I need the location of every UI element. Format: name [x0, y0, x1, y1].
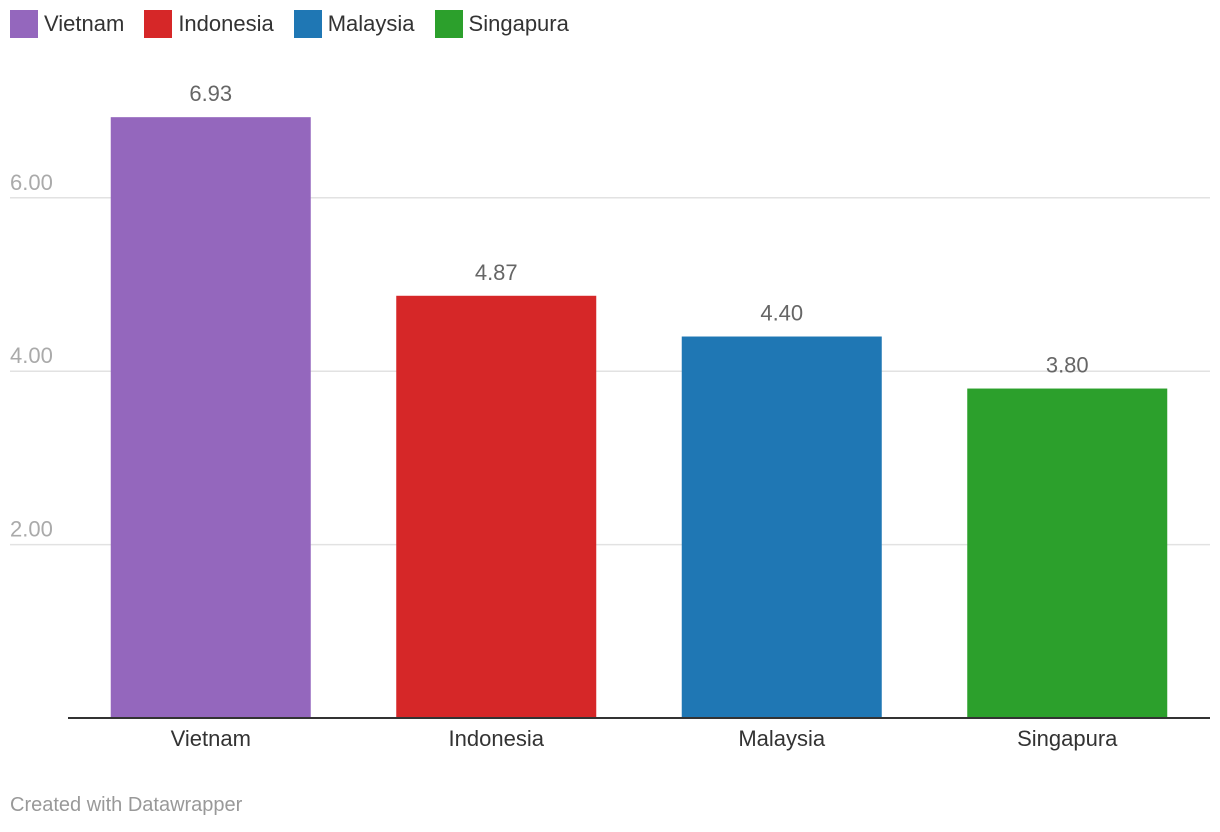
legend-swatch-singapura: [434, 10, 463, 38]
bar-vietnam: [110, 117, 311, 718]
legend-item-singapura: Singapura: [434, 10, 569, 38]
legend-item-indonesia: Indonesia: [144, 10, 274, 38]
legend-item-vietnam: Vietnam: [10, 10, 124, 38]
bar-indonesia: [396, 295, 597, 718]
y-tick-label-2-00: 2.00: [10, 517, 53, 542]
value-label-vietnam: 6.93: [189, 81, 232, 106]
legend-label-malaysia: Malaysia: [327, 11, 415, 36]
bar-singapura: [967, 388, 1168, 718]
value-label-indonesia: 4.87: [475, 260, 518, 285]
y-tick-label-6-00: 6.00: [10, 170, 53, 195]
value-label-singapura: 3.80: [1046, 353, 1089, 378]
legend-label-vietnam: Vietnam: [44, 11, 125, 36]
legend-swatch-vietnam: [10, 10, 38, 38]
x-tick-label-malaysia: Malaysia: [738, 726, 826, 751]
legend-swatch-indonesia: [144, 10, 173, 38]
bar-malaysia: [681, 336, 882, 718]
y-tick-label-4-00: 4.00: [10, 343, 53, 368]
x-tick-label-singapura: Singapura: [1017, 726, 1118, 751]
legend-label-indonesia: Indonesia: [178, 11, 274, 36]
x-tick-label-vietnam: Vietnam: [171, 726, 251, 751]
legend-item-malaysia: Malaysia: [293, 10, 415, 38]
legend-swatch-malaysia: [293, 10, 322, 38]
legend-label-singapura: Singapura: [468, 11, 569, 36]
datawrapper-credit: Created with Datawrapper: [10, 794, 243, 816]
value-label-malaysia: 4.40: [760, 301, 803, 326]
x-tick-label-indonesia: Indonesia: [449, 726, 545, 751]
chart-legend: Vietnam Indonesia Malaysia Singapura: [10, 10, 569, 38]
bar-chart: 2.00 4.00 6.00 6.93 Vietnam 4.87 Indonesia 4.40…: [10, 81, 1210, 751]
